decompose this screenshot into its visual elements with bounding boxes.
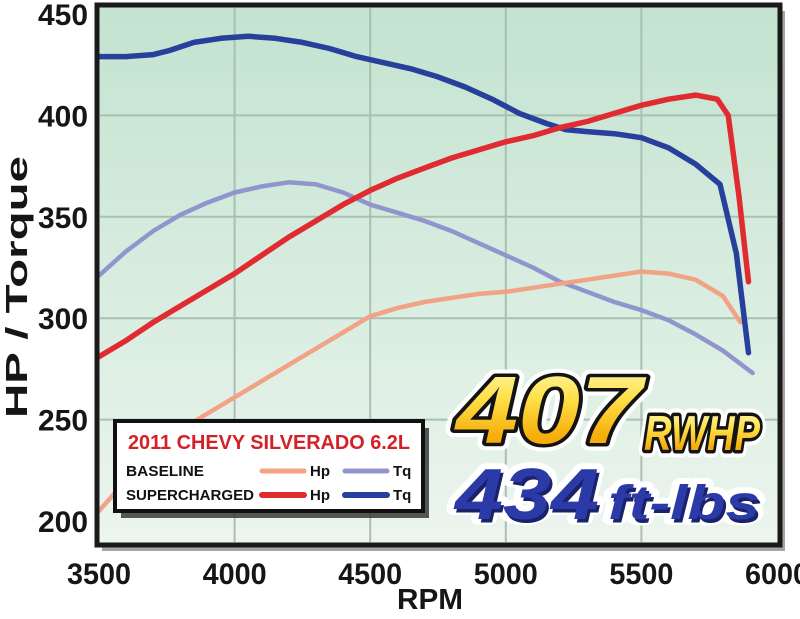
annotation-hp-value: 407 <box>454 357 648 464</box>
annotation-tq-unit: ft-lbs <box>608 477 760 530</box>
x-tick-label-4500: 4500 <box>338 558 402 591</box>
legend-row-label-baseline: BASELINE <box>126 463 204 480</box>
x-tick-label-5000: 5000 <box>474 558 538 591</box>
legend-title: 2011 CHEVY SILVERADO 6.2L <box>128 432 410 454</box>
series-baseline-tq <box>96 180 755 376</box>
y-tick-label-250: 250 <box>38 405 88 438</box>
x-tick-label-5500: 5500 <box>609 558 673 591</box>
annotation-hp-unit: RWHP <box>644 407 760 461</box>
plot-frame-border <box>94 2 783 548</box>
annotation-tq-value: 434 <box>453 455 599 535</box>
legend-entry-label-tq: Tq <box>393 487 411 504</box>
series-baseline-hp <box>96 269 743 514</box>
legend-entry-label-hp: Hp <box>310 487 330 504</box>
annotation-tq-unit: ft-lbs <box>608 477 760 530</box>
series-supercharged-tq <box>96 33 752 356</box>
annotation-hp-value: 407 <box>454 357 648 464</box>
legend-row-label-supercharged: SUPERCHARGED <box>126 487 254 504</box>
annotation-tq-value: 434 <box>455 459 601 539</box>
y-tick-label-450: 450 <box>38 0 88 32</box>
y-tick-label-400: 400 <box>38 100 88 133</box>
legend: 2011 CHEVY SILVERADO 6.2L BASELINE Hp Tq SUP… <box>113 419 429 518</box>
y-tick-label-200: 200 <box>38 506 88 539</box>
x-tick-label-4000: 4000 <box>203 558 267 591</box>
x-tick-label-6000: 6000 <box>745 558 800 591</box>
y-axis-title: HP / Torque <box>0 156 34 418</box>
axis-ticks: 200 250 300 350 400 450 3500 4000 4500 5000 5500 60… <box>38 0 800 591</box>
series-lines <box>96 33 755 514</box>
annotation-hp-unit: RWHP <box>644 407 760 461</box>
legend-entry-label-tq: Tq <box>393 463 411 480</box>
y-tick-label-300: 300 <box>38 303 88 336</box>
legend-entry-label-hp: Hp <box>310 463 330 480</box>
annotation-tq-unit: ft-lbs <box>611 481 763 534</box>
x-axis-title: RPM <box>397 584 463 614</box>
x-tick-label-3500: 3500 <box>67 558 131 591</box>
series-supercharged-hp <box>96 92 752 360</box>
annotation-tq-value: 434 <box>453 455 599 535</box>
y-tick-label-350: 350 <box>38 202 88 235</box>
